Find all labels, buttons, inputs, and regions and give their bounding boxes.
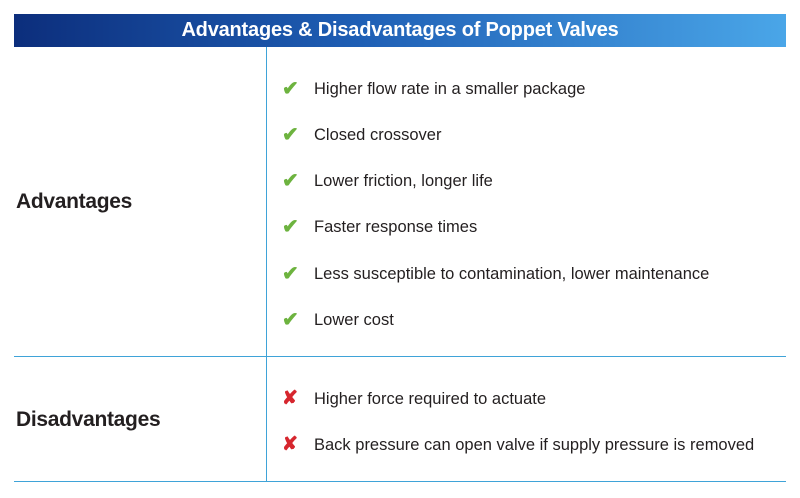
- check-icon: ✔: [282, 216, 299, 238]
- advantages-label: Advantages: [16, 190, 133, 213]
- advantage-text: Higher flow rate in a smaller package: [314, 79, 586, 98]
- table-bottom-rule: [14, 481, 786, 482]
- cross-icon: ✘: [282, 388, 298, 409]
- advantage-item: ✔ Lower friction, longer life: [282, 169, 493, 193]
- disadvantage-text: Higher force required to actuate: [314, 389, 547, 408]
- table-header: Advantages & Disadvantages of Poppet Val…: [14, 14, 786, 47]
- disadvantage-item: ✘ Back pressure can open valve if supply…: [282, 433, 754, 457]
- disadvantage-item: ✘ Higher force required to actuate: [282, 387, 546, 411]
- disadvantages-label: Disadvantages: [16, 408, 161, 431]
- check-icon: ✔: [282, 170, 299, 192]
- disadvantage-text: Back pressure can open valve if supply p…: [314, 435, 755, 454]
- row-divider: [14, 356, 786, 357]
- advantage-item: ✔ Closed crossover: [282, 123, 441, 147]
- advantage-item: ✔ Less susceptible to contamination, low…: [282, 262, 709, 286]
- cross-icon: ✘: [282, 434, 298, 455]
- advantage-item: ✔ Higher flow rate in a smaller package: [282, 77, 585, 101]
- check-icon: ✔: [282, 263, 299, 285]
- advantage-text: Lower cost: [314, 310, 394, 329]
- check-icon: ✔: [282, 78, 299, 100]
- advantage-text: Lower friction, longer life: [314, 171, 493, 190]
- advantage-text: Faster response times: [314, 217, 478, 236]
- column-divider: [266, 47, 267, 481]
- advantage-text: Closed crossover: [314, 125, 442, 144]
- advantage-text: Less susceptible to contamination, lower…: [314, 264, 710, 283]
- check-icon: ✔: [282, 124, 299, 146]
- check-icon: ✔: [282, 309, 299, 331]
- advantage-item: ✔ Faster response times: [282, 215, 477, 239]
- table-title: Advantages & Disadvantages of Poppet Val…: [181, 19, 619, 41]
- advantage-item: ✔ Lower cost: [282, 308, 394, 332]
